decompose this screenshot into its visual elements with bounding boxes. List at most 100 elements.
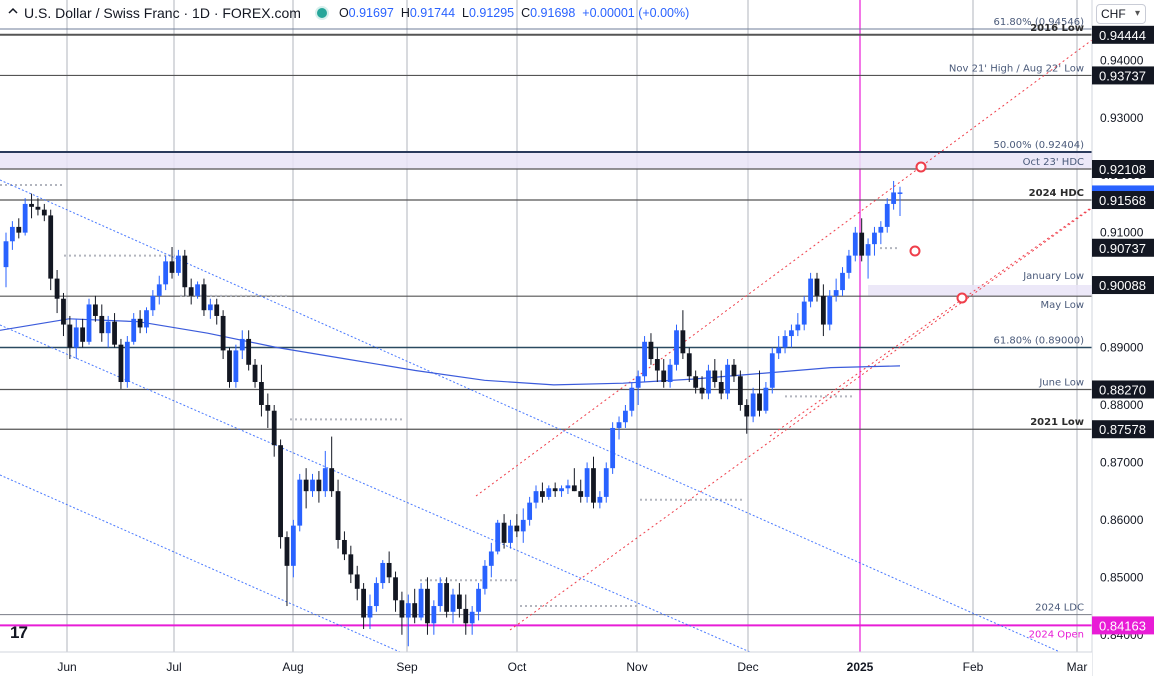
currency-selector[interactable]: CHF ▾: [1096, 4, 1146, 24]
price-label-box: [1092, 616, 1154, 635]
zone-oct23-hdc: [0, 151, 1092, 170]
candle-body: [546, 488, 552, 497]
candle-body: [9, 226, 15, 242]
candle-body: [623, 410, 628, 423]
price-label-text: 0.84163: [1099, 618, 1146, 633]
price-label-text: 0.87578: [1099, 422, 1146, 437]
tradingview-logo: 17: [10, 623, 28, 642]
candle-body: [654, 359, 660, 371]
candle-body: [310, 479, 315, 492]
level-label: 2016 Low: [1030, 23, 1084, 34]
red-channel-upper: [475, 39, 1093, 497]
resistance-zones: [0, 151, 1092, 297]
candle-body: [412, 603, 418, 618]
month-tick-label: Aug: [282, 660, 303, 674]
candle-body: [680, 330, 686, 354]
candle-body: [591, 468, 596, 503]
candle-body: [3, 241, 9, 268]
candle-body: [284, 537, 290, 566]
candle-body: [271, 410, 277, 446]
level-label: January Low: [1022, 271, 1084, 282]
symbol-title[interactable]: U.S. Dollar / Swiss Franc · 1D · FOREX.c…: [24, 5, 301, 21]
price-label-box: [1092, 238, 1154, 257]
candle-body: [501, 522, 507, 543]
price-tick-label: 0.89000: [1100, 341, 1144, 355]
candle-body: [565, 485, 571, 489]
candle-body: [776, 347, 782, 354]
candle-body: [316, 479, 322, 492]
candle-body: [367, 606, 373, 618]
candle-body: [578, 491, 584, 497]
open-value: 0.91697: [348, 6, 394, 20]
candle-body: [686, 353, 692, 377]
candle-body: [891, 192, 897, 204]
candle-body: [610, 427, 616, 469]
candle-body: [629, 387, 635, 411]
candle-body: [667, 364, 673, 383]
candle-body: [584, 468, 590, 497]
candle-body: [29, 203, 34, 207]
candle-body: [418, 588, 424, 618]
horizontal-levels: [0, 28, 1092, 627]
chevron-down-icon: ▾: [1134, 8, 1140, 19]
zone-january-low: [868, 285, 1092, 297]
candle-body: [827, 295, 833, 325]
candle-body: [246, 338, 252, 365]
level-label: 2021 Low: [1030, 417, 1084, 428]
candle-body: [456, 594, 462, 609]
candle-body: [207, 304, 213, 311]
candle-body: [737, 376, 743, 405]
level-label: 2024 Open: [1029, 629, 1084, 640]
candle-body: [852, 232, 858, 256]
candle-body: [757, 393, 762, 411]
candle-body: [744, 404, 750, 417]
candle-body: [227, 350, 232, 383]
candle-body: [252, 364, 258, 383]
candle-body: [463, 608, 469, 624]
candle-body: [41, 209, 47, 216]
candle-body: [820, 295, 826, 325]
candle-body: [73, 327, 79, 348]
candle-body: [616, 422, 622, 428]
level-label: 2024 HDC: [1029, 188, 1084, 199]
candle-body: [278, 445, 283, 538]
candle-body: [54, 278, 60, 299]
candle-body: [884, 203, 890, 227]
candle-body: [188, 287, 194, 296]
candle-body: [661, 370, 667, 383]
price-label-text: 0.88270: [1099, 382, 1146, 397]
time-axis[interactable]: Jun Jul Aug Sep Oct Nov Dec 2025 Feb Mar: [0, 651, 1092, 676]
candle-body: [450, 594, 456, 612]
ohlc-readout: O0.91697 H0.91744 L0.91295 C0.91698 +0.0…: [338, 6, 690, 20]
candle-body: [597, 496, 603, 503]
candle-body: [105, 321, 111, 334]
high-value: 0.91744: [409, 6, 456, 20]
candle-body: [220, 315, 226, 351]
price-label-box: [1092, 66, 1154, 85]
chart-grid: [66, 0, 1078, 652]
candle-body: [163, 261, 169, 285]
price-tick-label: 0.93000: [1100, 111, 1144, 125]
chart-header: U.S. Dollar / Swiss Franc · 1D · FOREX.c…: [0, 0, 689, 26]
candle-body: [214, 304, 220, 316]
candle-body: [552, 488, 558, 492]
candle-body: [380, 562, 386, 584]
candle-body: [259, 382, 264, 405]
candle-body: [520, 519, 526, 532]
candle-body: [93, 304, 98, 316]
candle-body: [782, 336, 788, 348]
candle-body: [648, 341, 654, 360]
candle-body: [61, 298, 66, 325]
month-tick-label: Sep: [396, 660, 418, 674]
candle-body: [373, 583, 379, 607]
collapse-chevron-icon[interactable]: [6, 4, 20, 18]
price-label-text: 0.94444: [1099, 28, 1146, 43]
ma-200-line: [0, 318, 901, 386]
candle-body: [571, 485, 577, 492]
candle-body: [335, 491, 341, 540]
price-tick-label: 0.91000: [1100, 226, 1144, 240]
candle-body: [712, 370, 718, 383]
price-label-text: 0.92108: [1099, 162, 1146, 177]
price-axis[interactable]: 0.940000.930000.920000.910000.900000.890…: [1091, 0, 1154, 676]
